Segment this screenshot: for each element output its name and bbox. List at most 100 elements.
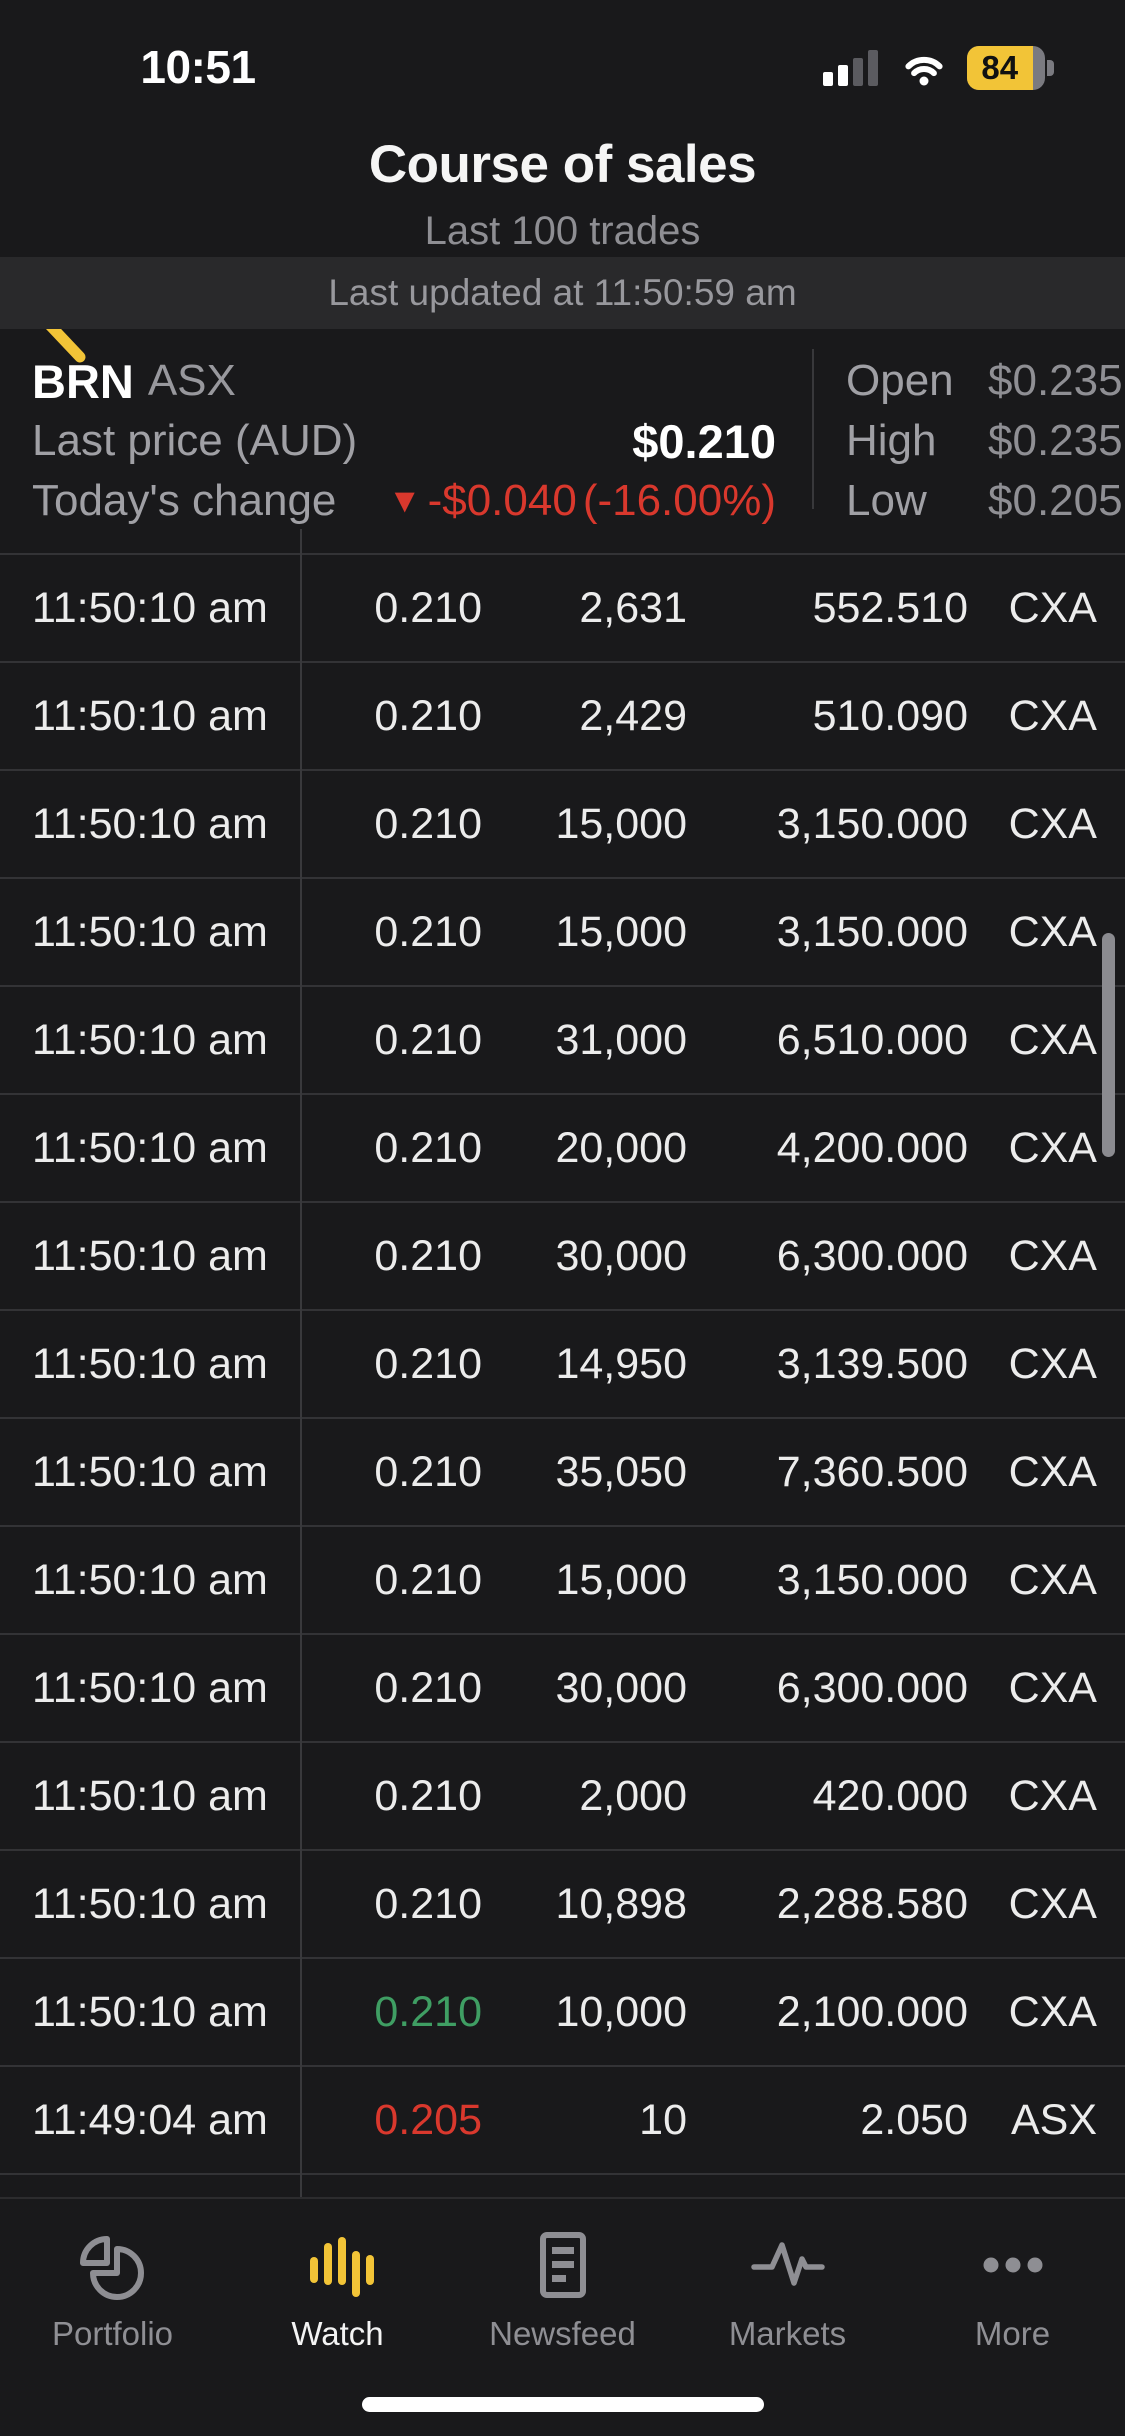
exchange-cell: CXA	[1008, 799, 1097, 848]
waveform-bars-icon	[298, 2225, 378, 2305]
tab-label-markets: Markets	[728, 2315, 847, 2352]
table-row: 11:49:04 am 0.205 10 2.050 ASX	[0, 2065, 1125, 2173]
exchange-cell: CXA	[1008, 1555, 1097, 1604]
time-cell: 11:50:10 am	[32, 1231, 268, 1280]
clock: 10:51	[140, 41, 256, 93]
tab-label-newsfeed: Newsfeed	[489, 2315, 636, 2352]
time-cell: 11:50:10 am	[32, 1555, 268, 1604]
price-cell: 0.210	[374, 1123, 482, 1172]
value-cell: 7,360.500	[776, 1447, 968, 1496]
value-cell: 4,200.000	[776, 1123, 968, 1172]
volume-cell: 15,000	[555, 1555, 687, 1604]
value-cell: 2,288.580	[776, 1879, 968, 1928]
value-cell: 6,300.000	[776, 1663, 968, 1712]
volume-cell: 30,000	[555, 1231, 687, 1280]
change-amount: -$0.040	[427, 476, 577, 525]
time-cell: 11:50:10 am	[32, 1771, 268, 1820]
ticker-symbol: BRN	[32, 354, 134, 408]
table-row: 11:50:10 am 0.210 10,000 2,100.000 CXA	[0, 1957, 1125, 2065]
table-row: 11:50:10 am 0.210 15,000 3,150.000 CXA	[0, 1525, 1125, 1633]
tab-watch[interactable]: Watch	[225, 2199, 450, 2436]
table-row: 11:50:10 am 0.210 30,000 6,300.000 CXA	[0, 1201, 1125, 1309]
ellipsis-icon	[973, 2225, 1053, 2305]
table-row: 11:50:10 am 0.210 15,000 3,150.000 CXA	[0, 877, 1125, 985]
volume-cell: 2,000	[579, 1771, 687, 1820]
last-price-label: Last price (AUD)	[32, 416, 358, 465]
page-title: Course of sales	[368, 135, 757, 194]
newspaper-icon	[523, 2225, 603, 2305]
high-label: High	[846, 416, 937, 465]
trades-table: 11:50:10 am 0.210 2,631 552.510 CXA 11:50:10 …	[0, 529, 1125, 2197]
table-row: 11:50:10 am 0.210 10,898 2,288.580 CXA	[0, 1849, 1125, 1957]
exchange-cell: CXA	[1008, 1987, 1097, 2036]
price-cell: 0.210	[374, 1663, 482, 1712]
down-triangle-icon: ▼	[387, 482, 422, 520]
last-updated-banner: Last updated at 11:50:59 am	[0, 257, 1125, 329]
table-row: 11:50:10 am 0.210 14,950 3,139.500 CXA	[0, 1309, 1125, 1417]
exchange-cell: CXA	[1008, 1879, 1097, 1928]
table-row: 11:50:10 am 0.210 20,000 4,200.000 CXA	[0, 1093, 1125, 1201]
price-cell: 0.210	[374, 1555, 482, 1604]
volume-cell: 35,050	[555, 1447, 687, 1496]
value-cell: 552.510	[812, 583, 968, 632]
exchange-cell: CXA	[1008, 907, 1097, 956]
price-cell: 0.210	[374, 1447, 482, 1496]
value-cell: 3,150.000	[776, 1555, 968, 1604]
volume-cell: 20,000	[555, 1123, 687, 1172]
price-cell: 0.205	[374, 2095, 482, 2144]
open-label: Open	[846, 356, 954, 405]
value-cell: 2.050	[860, 2095, 968, 2144]
time-cell: 11:50:10 am	[32, 1123, 268, 1172]
table-row: 11:50:10 am 0.210 30,000 6,300.000 CXA	[0, 1633, 1125, 1741]
time-cell: 11:50:10 am	[32, 1339, 268, 1388]
battery-percent: 84	[981, 49, 1019, 86]
price-cell: 0.210	[374, 799, 482, 848]
pulse-line-icon	[748, 2225, 828, 2305]
tab-label-watch: Watch	[291, 2315, 384, 2352]
table-row: 11:50:10 am 0.210 2,000 420.000 CXA	[0, 1741, 1125, 1849]
table-row: 11:50:10 am 0.210 35,050 7,360.500 CXA	[0, 1417, 1125, 1525]
cellular-signal-icon	[823, 50, 878, 86]
ticker-exchange: ASX	[147, 356, 236, 405]
low-label: Low	[846, 476, 927, 525]
open-value: $0.235	[988, 356, 1123, 405]
value-cell: 3,150.000	[776, 907, 968, 956]
price-cell: 0.210	[374, 1879, 482, 1928]
volume-cell: 10,898	[555, 1879, 687, 1928]
quote-panel: BRN ASX Last price (AUD) $0.210 Today's …	[0, 329, 1125, 529]
page-subtitle: Last 100 trades	[424, 209, 701, 253]
table-row: 11:50:10 am 0.210 2,631 552.510 CXA	[0, 553, 1125, 661]
volume-cell: 15,000	[555, 799, 687, 848]
tab-markets[interactable]: Markets	[675, 2199, 900, 2436]
volume-cell: 31,000	[555, 1015, 687, 1064]
partial-row-top	[0, 529, 1125, 553]
tab-more[interactable]: More	[900, 2199, 1125, 2436]
bottom-tab-bar: Portfolio Watch Newsfeed	[0, 2197, 1125, 2436]
value-cell: 420.000	[812, 1771, 968, 1820]
value-cell: 6,300.000	[776, 1231, 968, 1280]
value-cell: 6,510.000	[776, 1015, 968, 1064]
exchange-cell: CXA	[1008, 1015, 1097, 1064]
time-cell: 11:50:10 am	[32, 691, 268, 740]
tab-portfolio[interactable]: Portfolio	[0, 2199, 225, 2436]
exchange-cell: CXA	[1008, 1339, 1097, 1388]
exchange-cell: CXA	[1008, 583, 1097, 632]
last-updated-text: Last updated at 11:50:59 am	[328, 272, 797, 313]
table-row: 11:50:10 am 0.210 15,000 3,150.000 CXA	[0, 769, 1125, 877]
status-bar: 10:51 84	[0, 0, 1125, 130]
time-cell: 11:50:10 am	[32, 583, 268, 632]
price-cell: 0.210	[374, 1987, 482, 2036]
exchange-cell: CXA	[1008, 1123, 1097, 1172]
home-indicator[interactable]	[361, 2397, 764, 2412]
price-cell: 0.210	[374, 691, 482, 740]
scrollbar-thumb[interactable]	[1102, 933, 1115, 1157]
change-label: Today's change	[32, 476, 337, 525]
time-cell: 11:50:10 am	[32, 1987, 268, 2036]
exchange-cell: CXA	[1008, 691, 1097, 740]
tab-newsfeed[interactable]: Newsfeed	[450, 2199, 675, 2436]
price-cell: 0.210	[374, 1771, 482, 1820]
price-cell: 0.210	[374, 1339, 482, 1388]
volume-cell: 10	[639, 2095, 687, 2144]
exchange-cell: CXA	[1008, 1231, 1097, 1280]
wifi-icon	[905, 56, 943, 86]
